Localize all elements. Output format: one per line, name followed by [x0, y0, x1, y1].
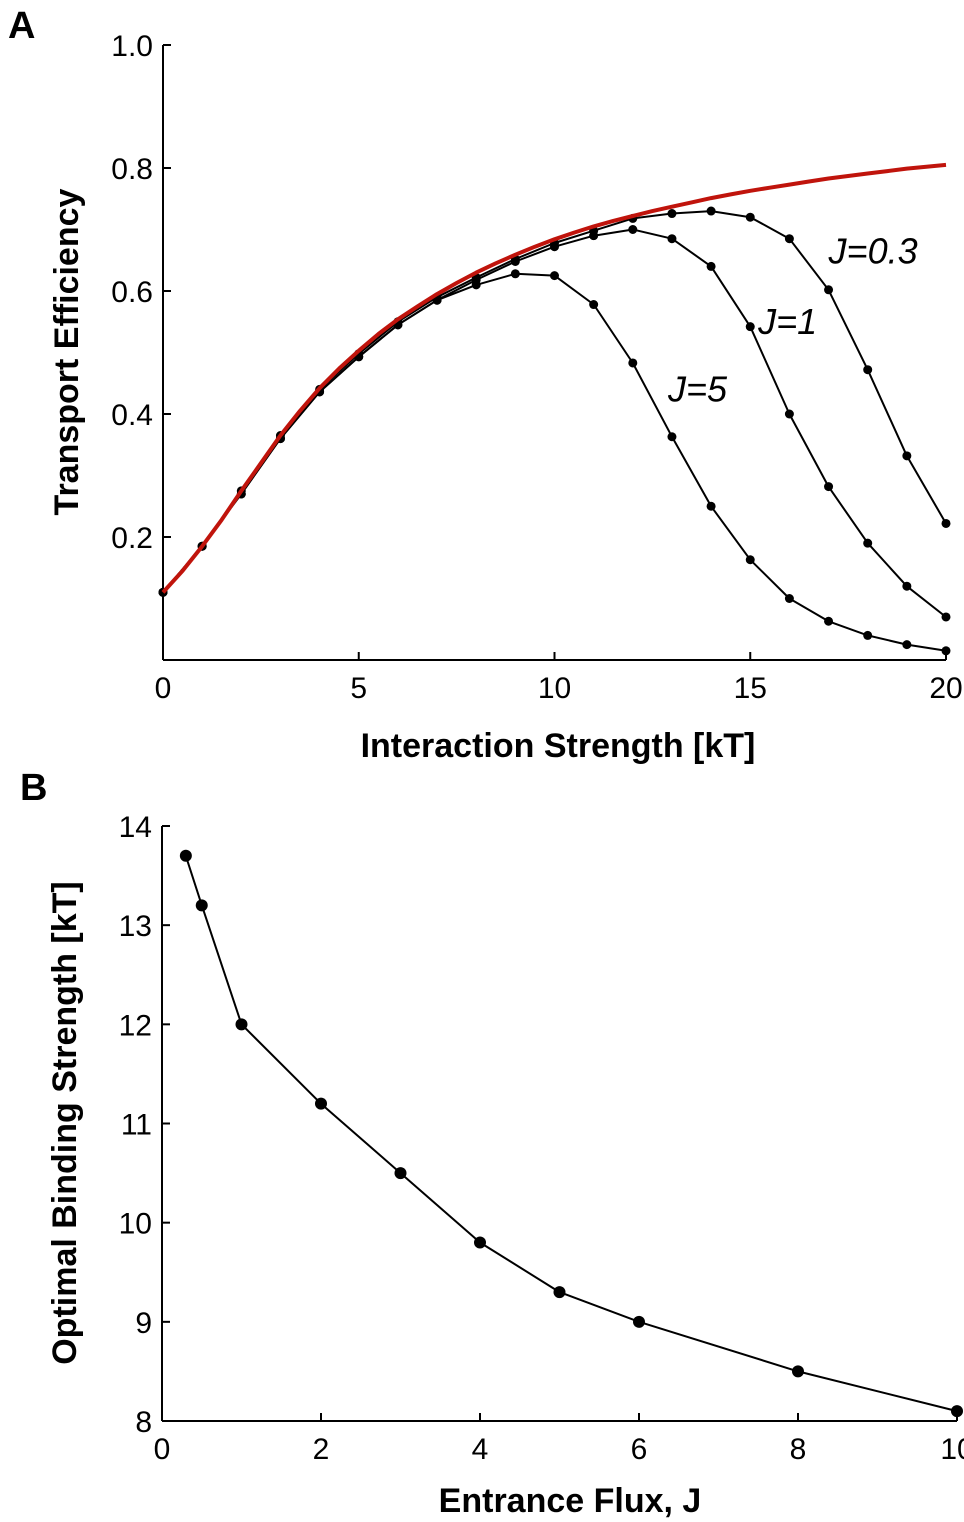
panel-a-data-point — [824, 285, 834, 295]
panel-b-data-point — [394, 1167, 407, 1180]
panel-a-data-point — [589, 231, 599, 241]
panel-b-x-tick-label: 0 — [154, 1433, 171, 1466]
panel-a-x-tick-label: 20 — [929, 672, 962, 705]
panel-a-x-tick-label: 0 — [155, 672, 172, 705]
panel-a-data-point — [432, 295, 442, 305]
panel-a-x-axis-label: Interaction Strength [kT] — [361, 727, 756, 765]
panel-a-data-point — [863, 630, 873, 640]
panel-a-data-point — [824, 482, 834, 492]
panel-b-x-tick-label: 2 — [313, 1433, 330, 1466]
panel-b-x-tick-label: 10 — [940, 1433, 964, 1466]
panel-a-data-point — [745, 555, 755, 565]
panel-b-tick-labels: 0 2 4 6 8 10 8 9 10 11 12 13 14 — [119, 811, 964, 1466]
panel-a-data-point — [745, 212, 755, 222]
panel-a-data-point — [706, 501, 716, 511]
panel-a-data-point — [667, 234, 677, 244]
panel-a-y-tick-label: 0.2 — [111, 522, 153, 555]
panel-a-data-point — [784, 594, 794, 603]
panel-b-data-point — [633, 1315, 645, 1328]
panel-a-data-point — [745, 322, 755, 332]
panel-b-x-tick-label: 6 — [631, 1433, 648, 1466]
panel-a-axes — [162, 44, 947, 661]
panel-b-y-tick-label: 9 — [135, 1307, 152, 1340]
panel-a-data-point — [550, 242, 559, 252]
panel-letter-a: A — [8, 5, 35, 47]
panel-a-curve-label-j-0-3: J=0.3 — [828, 230, 918, 271]
panel-a-data-point — [902, 451, 912, 461]
panel-b-y-tick-label: 8 — [135, 1406, 152, 1439]
panel-a-y-tick-label: 0.6 — [111, 276, 153, 309]
panel-a-data-point — [628, 225, 638, 234]
panel-a-x-tick-label: 10 — [538, 672, 571, 705]
panel-letter-b: B — [20, 767, 47, 809]
panel-a-data-point — [510, 269, 520, 279]
panel-a-series — [158, 162, 951, 656]
panel-a-x-tick-label: 5 — [350, 672, 367, 705]
panel-a-tick-labels: 0 5 10 15 20 0.2 0.4 0.6 0.8 1.0 — [111, 30, 962, 705]
panel-a-y-axis-label: Transport Efficiency — [48, 188, 86, 515]
panel-b-y-axis-label: Optimal Binding Strength [kT] — [46, 881, 84, 1365]
panel-a-data-point — [784, 234, 794, 244]
panel-b-x-tick-label: 8 — [790, 1433, 807, 1466]
panel-a-data-point — [863, 538, 873, 548]
panel-b-data-point — [792, 1365, 804, 1378]
panel-a-data-point — [510, 256, 520, 266]
panel-b-axes — [161, 825, 958, 1422]
panel-b-y-tick-label: 13 — [119, 910, 152, 943]
panel-b-y-tick-label: 14 — [119, 811, 152, 844]
panel-b-y-tick-label: 11 — [121, 1109, 152, 1142]
panel-a-data-point — [667, 209, 677, 219]
panel-b-data-point — [315, 1097, 327, 1110]
panel-a-data-point — [863, 365, 873, 375]
panel-a-data-point — [824, 616, 834, 626]
panel-a-data-point — [706, 261, 716, 271]
panel-a-series-line-envelope — [161, 162, 947, 594]
panel-b-chart: 0 2 4 6 8 10 8 9 10 11 12 13 14 Entrance Flux, J Opt… — [46, 811, 964, 1520]
panel-b-data-point — [951, 1405, 963, 1418]
panel-a-x-tick-label: 15 — [734, 672, 767, 705]
panel-a-data-point — [902, 581, 912, 591]
panel-a-y-tick-label: 1.0 — [111, 30, 153, 63]
panel-a-curve-label-j-5: J=5 — [667, 369, 728, 410]
panel-a-curve-labels: J=0.3 J=1 J=5 — [667, 230, 918, 409]
panel-a-y-tick-label: 0.4 — [111, 399, 153, 432]
panel-a-data-point — [706, 206, 716, 216]
panel-a-data-point — [667, 432, 677, 442]
panel-a-data-point — [471, 280, 481, 290]
panel-b-x-tick-label: 4 — [472, 1433, 489, 1466]
panel-b-x-axis-label: Entrance Flux, J — [439, 1482, 702, 1520]
panel-a-data-point — [628, 358, 638, 368]
panel-b-data-point — [179, 849, 192, 862]
panel-a-data-point — [589, 300, 599, 310]
panel-b-series-line-data — [184, 855, 958, 1413]
panel-b-y-tick-label: 12 — [119, 1009, 152, 1042]
panel-a-data-point — [784, 409, 794, 419]
panel-b-y-tick-label: 10 — [119, 1208, 152, 1241]
panel-a-curve-label-j-1: J=1 — [757, 301, 817, 342]
panel-a-series-line-j-5 — [162, 272, 947, 652]
panel-b-data-point — [195, 899, 208, 912]
panel-b-data-point — [235, 1018, 248, 1031]
panel-b-data-point — [474, 1236, 486, 1249]
panel-b-series — [179, 849, 963, 1418]
panel-b-data-point — [553, 1286, 566, 1299]
panel-a-data-point — [941, 612, 951, 622]
panel-a-data-point — [941, 518, 951, 528]
panel-a-chart: 0 5 10 15 20 0.2 0.4 0.6 0.8 1.0 J=0.3 J=1 J=5 Inte… — [48, 30, 963, 765]
panel-a-y-tick-label: 0.8 — [111, 153, 153, 186]
panel-a-data-point — [550, 271, 559, 281]
panel-a-data-point — [902, 640, 912, 650]
panel-a-data-point — [941, 646, 951, 656]
